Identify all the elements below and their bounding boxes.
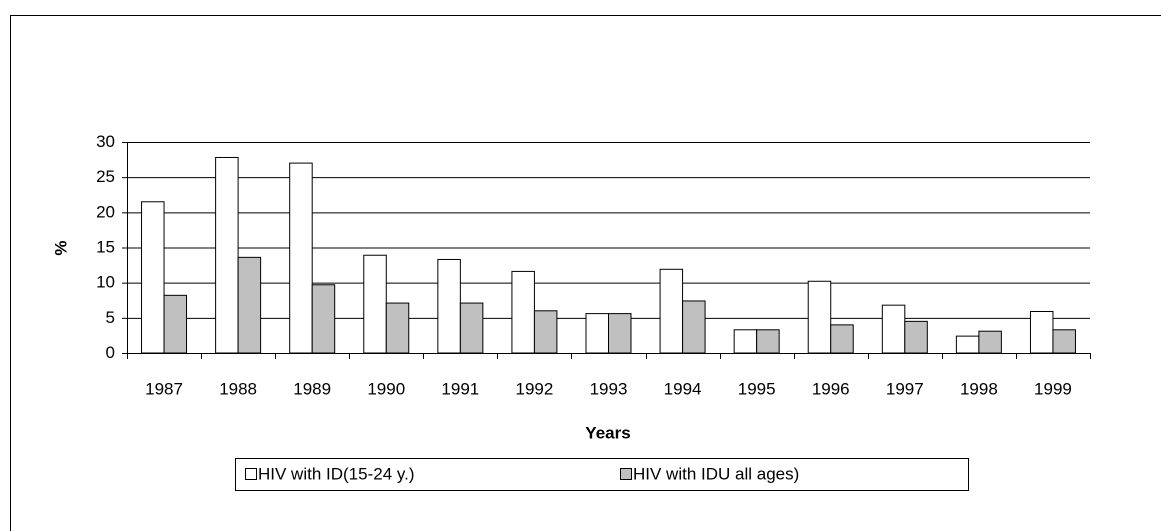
bar xyxy=(955,335,980,354)
bar xyxy=(978,330,1002,354)
legend-swatch xyxy=(620,468,632,480)
legend-label: HIV with IDU all ages) xyxy=(633,464,799,483)
bar xyxy=(682,300,706,354)
x-tick-label: 1999 xyxy=(1034,379,1072,398)
bar xyxy=(585,313,609,354)
x-tick-label: 1998 xyxy=(960,379,998,398)
bar xyxy=(385,302,410,354)
x-tick-label: 1989 xyxy=(293,379,331,398)
bar xyxy=(237,256,262,354)
y-tick-label: 20 xyxy=(96,202,115,221)
x-tick-label: 1987 xyxy=(145,379,183,398)
x-tick-label: 1991 xyxy=(441,379,479,398)
x-tick-label: 1996 xyxy=(812,379,850,398)
bar xyxy=(215,156,239,354)
bar xyxy=(163,294,188,354)
bar xyxy=(511,270,535,354)
legend-swatch xyxy=(245,468,257,480)
legend-label: HIV with ID(15-24 y.) xyxy=(258,464,415,483)
bar xyxy=(659,268,684,354)
x-tick-label: 1997 xyxy=(886,379,924,398)
bar xyxy=(141,201,165,354)
bar xyxy=(733,329,758,354)
bar xyxy=(533,310,558,354)
x-tick-label: 1988 xyxy=(219,379,257,398)
bar xyxy=(1052,329,1076,354)
x-tick-label: 1995 xyxy=(738,379,776,398)
bar xyxy=(1029,311,1054,354)
y-tick-label: 15 xyxy=(96,237,115,256)
bar xyxy=(881,304,906,354)
y-tick-label: 25 xyxy=(96,167,115,186)
bar xyxy=(904,320,928,354)
bar xyxy=(311,284,336,354)
bar xyxy=(459,302,484,354)
bar xyxy=(608,313,632,354)
bar xyxy=(756,329,780,354)
legend xyxy=(235,458,969,491)
y-tick-label: 30 xyxy=(96,132,115,151)
y-tick-label: 5 xyxy=(106,308,115,327)
x-tick-label: 1992 xyxy=(516,379,554,398)
bar xyxy=(807,280,832,354)
y-tick-label: 0 xyxy=(106,343,115,362)
x-tick-label: 1990 xyxy=(367,379,405,398)
y-axis-label: % xyxy=(51,240,70,255)
x-axis-label: Years xyxy=(585,423,630,442)
chart-border xyxy=(10,15,1161,531)
x-tick-label: 1993 xyxy=(590,379,628,398)
y-tick-label: 10 xyxy=(96,273,115,292)
bar xyxy=(830,324,854,354)
bar xyxy=(289,162,313,354)
x-tick-label: 1994 xyxy=(664,379,702,398)
bar xyxy=(363,254,387,354)
bar xyxy=(437,258,461,354)
